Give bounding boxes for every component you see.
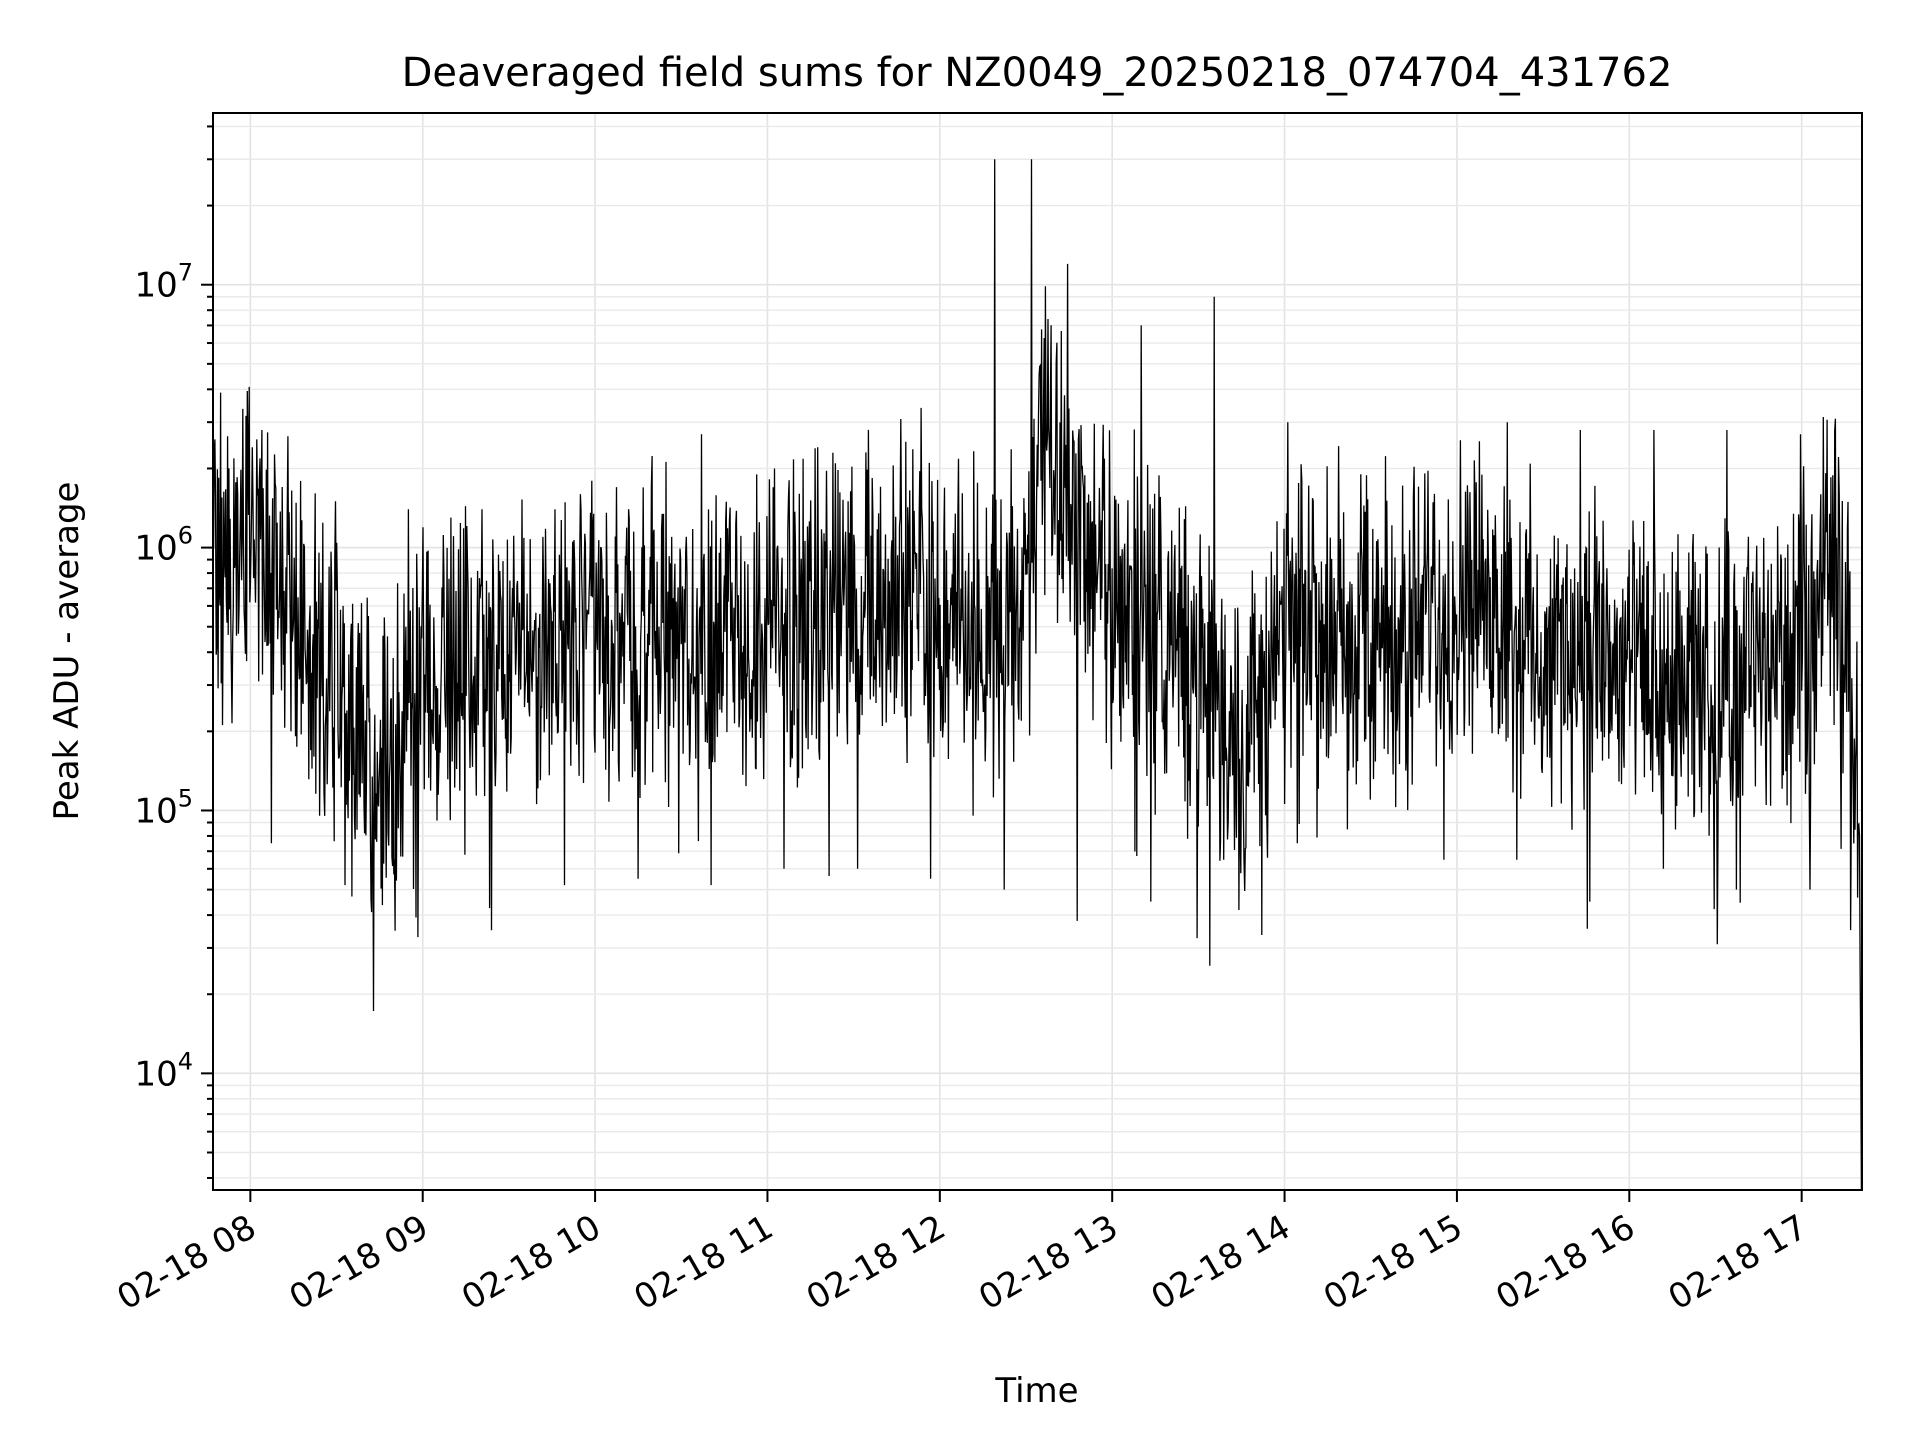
y-tick-label: 106 bbox=[134, 522, 193, 569]
x-tick-label: 02-18 10 bbox=[455, 1207, 607, 1318]
x-tick-label: 02-18 12 bbox=[800, 1207, 952, 1318]
y-tick-label: 105 bbox=[134, 784, 193, 831]
x-axis-label: Time bbox=[994, 1371, 1078, 1411]
x-tick-label: 02-18 16 bbox=[1489, 1207, 1641, 1318]
y-tick-label: 107 bbox=[134, 259, 193, 306]
x-tick-label: 02-18 13 bbox=[972, 1207, 1124, 1318]
tick-layer: 02-18 08 02-18 09 02-18 10 02-18 11 02-18 12… bbox=[110, 125, 1814, 1318]
x-tick-label: 02-18 08 bbox=[110, 1207, 262, 1318]
x-tick-label: 02-18 15 bbox=[1317, 1207, 1469, 1318]
y-axis-label: Peak ADU - average bbox=[47, 482, 87, 821]
x-tick-label: 02-18 14 bbox=[1145, 1207, 1297, 1318]
x-tick-label: 02-18 11 bbox=[628, 1207, 780, 1318]
series-line bbox=[212, 159, 1863, 1191]
x-tick-label: 02-18 09 bbox=[283, 1207, 435, 1318]
y-tick-label: 104 bbox=[134, 1047, 193, 1094]
x-tick-label: 02-18 17 bbox=[1662, 1207, 1814, 1318]
chart-title: Deaveraged field sums for NZ0049_2025021… bbox=[402, 50, 1673, 96]
